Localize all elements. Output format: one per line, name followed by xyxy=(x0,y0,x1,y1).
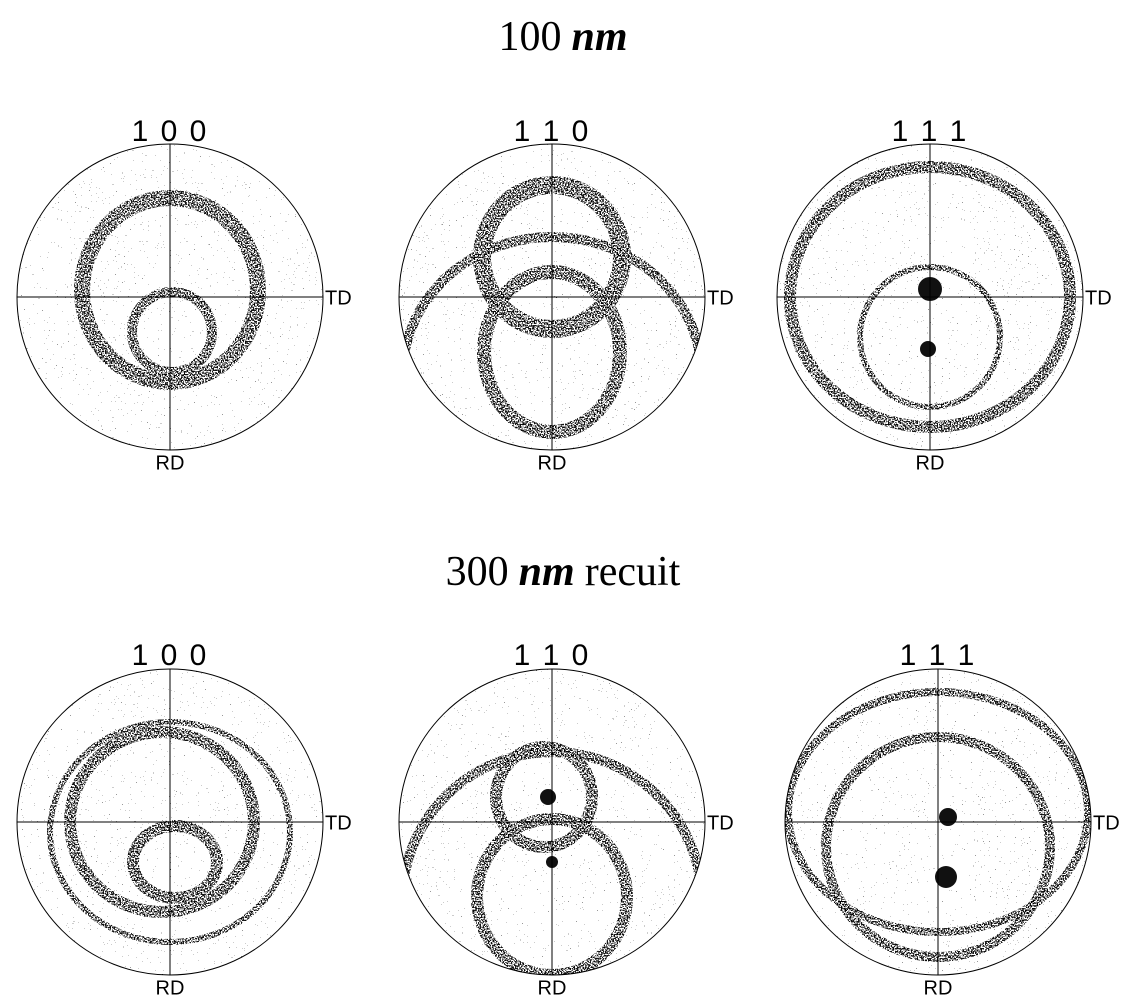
figure-label: 1 1 1 xyxy=(900,639,977,672)
title-unit: nm xyxy=(571,14,627,60)
figure-label: 1 1 1 xyxy=(892,115,969,148)
td-label: TD xyxy=(325,287,352,309)
title-unit: nm xyxy=(519,549,575,595)
pole-figure: 1 0 0 TD RD xyxy=(16,639,352,999)
rd-label: RD xyxy=(156,977,185,999)
outline xyxy=(398,668,706,976)
panel-title: 300 nm recuit xyxy=(446,549,681,595)
title-value: 300 xyxy=(446,549,509,595)
figure-label: 1 1 0 xyxy=(514,639,591,672)
pole-figure: 1 1 1 TD RD xyxy=(784,639,1120,999)
density-ring xyxy=(127,820,223,904)
rd-label: RD xyxy=(924,977,953,999)
pole-figure: 1 1 0 TD RD xyxy=(398,639,734,999)
figure-label: 1 1 0 xyxy=(514,115,591,148)
density-spot xyxy=(920,341,936,357)
figure-label: 1 0 0 xyxy=(132,639,209,672)
density-spot xyxy=(540,789,556,805)
pole-figure: 1 0 0 TD RD xyxy=(16,115,352,474)
td-label: TD xyxy=(325,812,352,834)
figure-label: 1 0 0 xyxy=(132,115,209,148)
outline xyxy=(776,143,1084,451)
td-label: TD xyxy=(707,287,734,309)
outline xyxy=(16,668,324,976)
outline xyxy=(784,668,1092,976)
rd-label: RD xyxy=(538,452,567,474)
td-label: TD xyxy=(1093,812,1120,834)
density-ring xyxy=(127,287,217,377)
rd-label: RD xyxy=(156,452,185,474)
td-label: TD xyxy=(1085,287,1112,309)
title-value: 100 xyxy=(498,14,561,60)
rd-label: RD xyxy=(916,452,945,474)
density-ring xyxy=(490,741,598,853)
panel-title: 100 nm xyxy=(498,14,627,60)
title-suffix: recuit xyxy=(585,549,681,595)
rd-label: RD xyxy=(538,977,567,999)
td-label: TD xyxy=(707,812,734,834)
pole-figure: 1 1 1 TD RD xyxy=(776,115,1112,474)
outline xyxy=(16,143,324,451)
pole-figure: 1 1 0 TD RD xyxy=(398,115,734,474)
density-spot xyxy=(939,808,957,826)
outline xyxy=(398,143,706,451)
density-spot xyxy=(935,866,957,888)
